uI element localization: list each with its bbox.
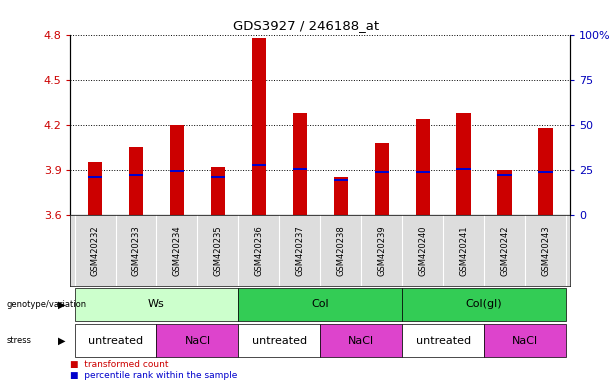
- Text: GSM420238: GSM420238: [337, 226, 345, 276]
- Text: untreated: untreated: [88, 336, 143, 346]
- Bar: [497, 170, 512, 215]
- Text: GSM420235: GSM420235: [213, 226, 223, 276]
- Text: Ws: Ws: [148, 299, 165, 310]
- Bar: [375, 143, 389, 215]
- Bar: [292, 113, 307, 215]
- Text: GSM420237: GSM420237: [295, 226, 304, 276]
- Bar: [211, 176, 225, 177]
- Text: GSM420239: GSM420239: [377, 226, 386, 276]
- Text: NaCl: NaCl: [512, 336, 538, 346]
- Bar: [497, 174, 512, 175]
- Bar: [457, 113, 471, 215]
- Bar: [333, 179, 348, 181]
- Text: ■  percentile rank within the sample: ■ percentile rank within the sample: [70, 371, 238, 380]
- Bar: [252, 164, 266, 166]
- Text: GSM420241: GSM420241: [459, 226, 468, 276]
- Bar: [211, 167, 225, 215]
- Text: GSM420243: GSM420243: [541, 226, 550, 276]
- Text: ▶: ▶: [58, 299, 66, 310]
- Text: GSM420242: GSM420242: [500, 226, 509, 276]
- Text: untreated: untreated: [416, 336, 471, 346]
- Text: GSM420234: GSM420234: [172, 226, 181, 276]
- Text: Col: Col: [311, 299, 329, 310]
- Bar: [416, 171, 430, 173]
- Text: genotype/variation: genotype/variation: [6, 300, 86, 309]
- Text: GSM420236: GSM420236: [254, 226, 264, 276]
- Text: NaCl: NaCl: [348, 336, 375, 346]
- Bar: [252, 38, 266, 215]
- Bar: [457, 168, 471, 170]
- Text: untreated: untreated: [252, 336, 307, 346]
- Text: GSM420232: GSM420232: [91, 226, 99, 276]
- Bar: [170, 170, 184, 172]
- Text: Col(gl): Col(gl): [466, 299, 503, 310]
- Bar: [170, 125, 184, 215]
- Text: NaCl: NaCl: [185, 336, 210, 346]
- Bar: [538, 128, 553, 215]
- Text: GSM420240: GSM420240: [418, 226, 427, 276]
- Bar: [129, 174, 143, 175]
- Bar: [538, 171, 553, 173]
- Bar: [129, 147, 143, 215]
- Bar: [416, 119, 430, 215]
- Text: stress: stress: [6, 336, 31, 345]
- Text: ■  transformed count: ■ transformed count: [70, 361, 169, 369]
- Bar: [88, 176, 102, 177]
- Text: ▶: ▶: [58, 336, 66, 346]
- Bar: [333, 177, 348, 215]
- Text: GDS3927 / 246188_at: GDS3927 / 246188_at: [234, 19, 379, 32]
- Bar: [375, 171, 389, 173]
- Text: GSM420233: GSM420233: [132, 226, 140, 276]
- Bar: [88, 162, 102, 215]
- Bar: [292, 168, 307, 170]
